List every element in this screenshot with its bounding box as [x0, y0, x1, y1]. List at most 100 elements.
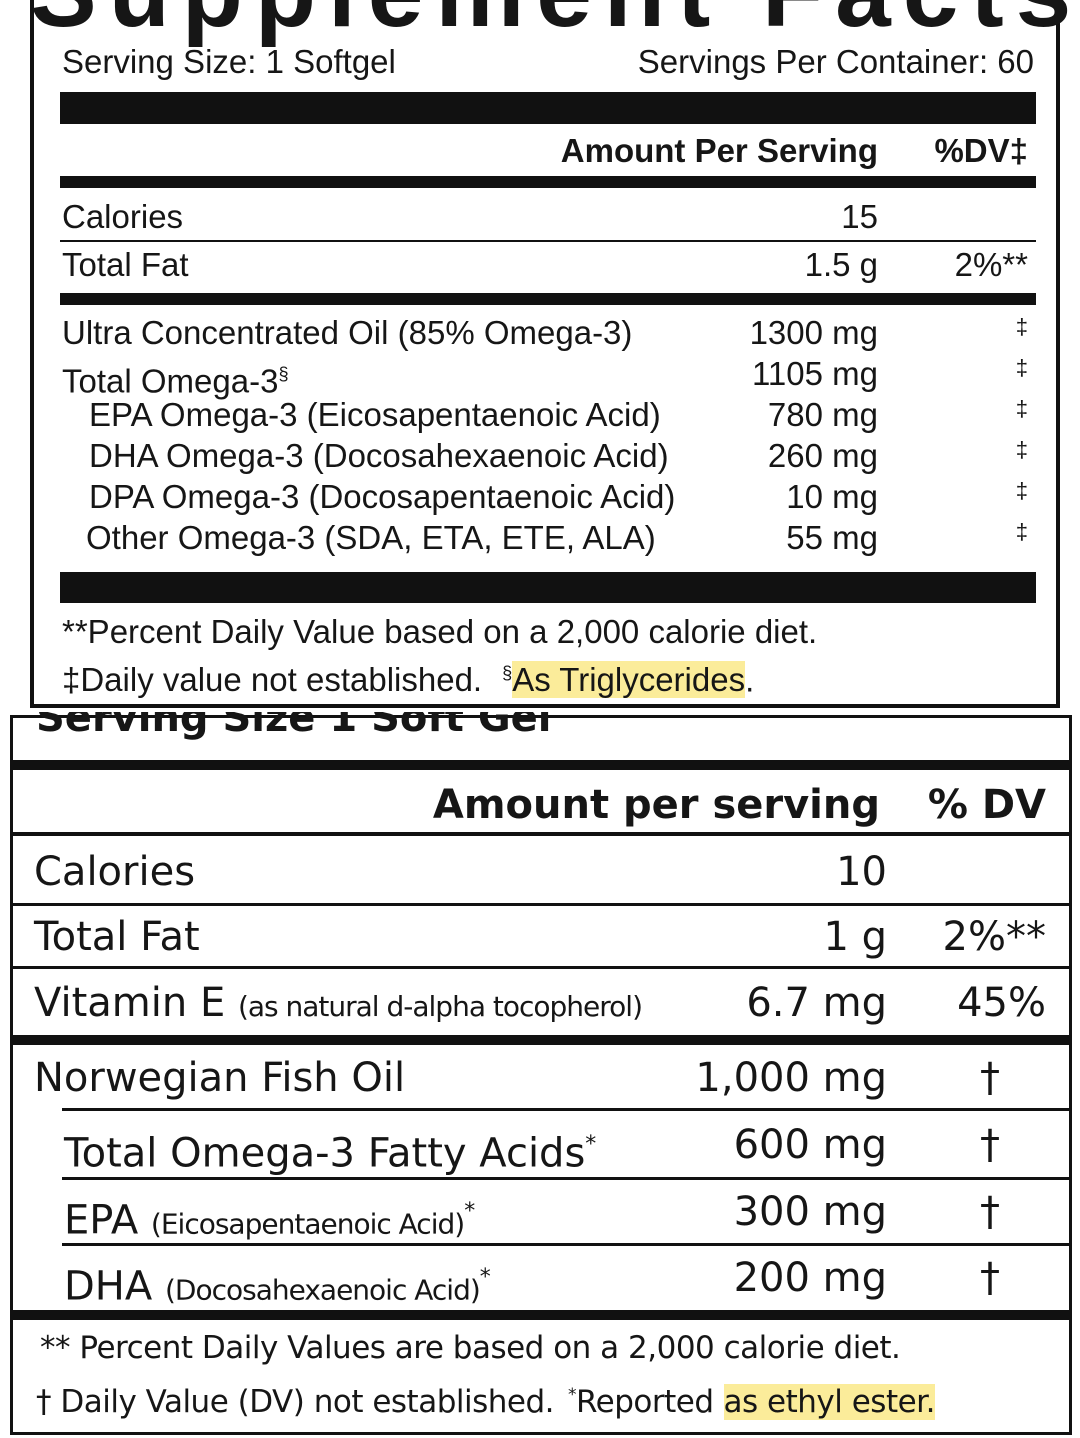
- daily-value: ‡: [1015, 313, 1028, 339]
- rule: [12, 966, 1070, 969]
- amount: 780 mg: [767, 395, 878, 433]
- daily-value: †: [980, 1122, 1000, 1168]
- amount: 1.5 g: [804, 245, 878, 283]
- footnote-plain: Reported: [576, 1383, 714, 1420]
- rule: [62, 1108, 1070, 1111]
- rule: [60, 92, 1036, 124]
- name: Calories: [34, 849, 196, 895]
- name: DHA Omega-3 (Docosahexaenoic Acid): [89, 436, 669, 474]
- footnote-mark: *: [568, 1384, 577, 1405]
- name: EPA Omega-3 (Eicosapentaenoic Acid): [89, 395, 661, 433]
- daily-value: †: [980, 1055, 1000, 1101]
- amount: 55 mg: [786, 518, 878, 556]
- serving-size: Serving Size: 1 Softgel: [62, 42, 396, 80]
- footnote-mark: §: [502, 662, 513, 683]
- daily-value: 2%**: [954, 245, 1028, 283]
- amount: 260 mg: [767, 436, 878, 474]
- daily-value: †: [980, 1255, 1000, 1301]
- name: Ultra Concentrated Oil (85% Omega-3): [62, 313, 633, 351]
- amount: 200 mg: [733, 1255, 887, 1301]
- rule: [12, 832, 1070, 836]
- highlight: As Triglycerides: [512, 661, 746, 699]
- daily-value: ‡: [1015, 436, 1028, 462]
- name: Total Omega-3 Fatty Acids: [64, 1130, 586, 1177]
- name: Other Omega-3 (SDA, ETA, ETE, ALA): [86, 518, 656, 556]
- name: DHA: [64, 1263, 153, 1310]
- name: Total Fat: [62, 245, 189, 283]
- daily-value: ‡: [1015, 518, 1028, 544]
- nutrient-name: DHA (Docosahexaenoic Acid)*: [64, 1252, 491, 1309]
- daily-value: 2%**: [942, 914, 1046, 960]
- daily-value: 45%: [957, 980, 1046, 1026]
- rule: [60, 176, 1036, 188]
- header-dv: % DV: [927, 782, 1046, 828]
- nutrient-name: EPA Omega-3 (Eicosapentaenoic Acid): [89, 394, 661, 437]
- daily-value: ‡: [1015, 354, 1028, 380]
- name: Total Fat: [34, 914, 200, 960]
- nutrient-name: Total Omega-3 Fatty Acids*: [64, 1119, 597, 1176]
- footnote: ‡Daily value not established. §As Triglyc…: [62, 652, 755, 699]
- serving-size: Serving Size 1 Soft Gel: [36, 712, 552, 741]
- amount: 1,000 mg: [695, 1055, 887, 1101]
- superscript: §: [278, 363, 289, 384]
- footnote-text: † Daily Value (DV) not established.: [36, 1383, 555, 1420]
- daily-value: †: [980, 1189, 1000, 1235]
- amount: 1105 mg: [752, 354, 878, 392]
- nutrient-name: Ultra Concentrated Oil (85% Omega-3): [62, 312, 632, 355]
- nutrient-name: Total Fat: [34, 911, 200, 963]
- rule: [60, 293, 1036, 305]
- rule: [12, 1310, 1070, 1320]
- highlight: as ethyl ester.: [723, 1383, 935, 1420]
- name: Norwegian Fish Oil: [34, 1055, 406, 1101]
- superscript: *: [464, 1199, 476, 1224]
- nutrient-name: Calories: [34, 846, 195, 898]
- amount: 10: [836, 849, 887, 895]
- footnote-text: ‡Daily value not established.: [62, 661, 483, 699]
- amount: 600 mg: [733, 1122, 887, 1168]
- header-dv: %DV‡: [934, 131, 1028, 169]
- amount: 1 g: [823, 914, 887, 960]
- nutrient-name: Total Omega-3§: [62, 353, 289, 400]
- footnote: **Percent Daily Value based on a 2,000 c…: [62, 612, 818, 650]
- amount: 300 mg: [733, 1189, 887, 1235]
- name-note: (Eicosapentaenoic Acid): [150, 1207, 465, 1241]
- nutrient-name: Vitamin E (as natural d-alpha tocopherol…: [34, 977, 643, 1029]
- superscript: *: [585, 1132, 597, 1157]
- name: DPA Omega-3 (Docosapentaenoic Acid): [89, 477, 676, 515]
- nutrient-name: Other Omega-3 (SDA, ETA, ETE, ALA): [86, 517, 656, 560]
- rule: [12, 903, 1070, 906]
- amount: 10 mg: [786, 477, 878, 515]
- rule: [60, 240, 1036, 242]
- name: Total Omega-3: [62, 362, 279, 400]
- footnote-end: .: [745, 661, 755, 699]
- nutrient-name: DHA Omega-3 (Docosahexaenoic Acid): [89, 435, 669, 478]
- amount: 1300 mg: [749, 313, 878, 351]
- nutrient-name: Calories: [62, 196, 183, 239]
- title: Supplement Facts: [30, 0, 1071, 57]
- name-note: (as natural d-alpha tocopherol): [237, 990, 643, 1023]
- daily-value: ‡: [1015, 395, 1028, 421]
- servings-per-container: Servings Per Container: 60: [637, 42, 1034, 80]
- footnote: ** Percent Daily Values are based on a 2…: [40, 1329, 901, 1366]
- name-note: (Docosahexaenoic Acid): [164, 1273, 481, 1307]
- amount: 15: [841, 197, 878, 235]
- label-one: Supplement FactsServing Size: 1 Softgel S…: [0, 0, 1080, 712]
- name: EPA: [64, 1197, 139, 1244]
- superscript: *: [479, 1265, 491, 1290]
- rule: [62, 1243, 1070, 1246]
- amount: 6.7 mg: [746, 980, 887, 1026]
- name: Vitamin E: [34, 980, 226, 1026]
- name: Calories: [62, 197, 184, 235]
- rule: [12, 760, 1070, 770]
- label-two: Serving Size 1 Soft Gel Amount per servin…: [0, 712, 1080, 1438]
- header-amount: Amount Per Serving: [560, 131, 878, 169]
- nutrient-name: EPA (Eicosapentaenoic Acid)*: [64, 1186, 476, 1243]
- nutrient-name: Total Fat: [62, 244, 189, 287]
- nutrient-name: DPA Omega-3 (Docosapentaenoic Acid): [89, 476, 675, 519]
- rule: [12, 1035, 1070, 1045]
- label-border: [10, 715, 1072, 1435]
- header-amount: Amount per serving: [432, 782, 880, 828]
- rule: [62, 1177, 1070, 1180]
- nutrient-name: Norwegian Fish Oil: [34, 1052, 405, 1104]
